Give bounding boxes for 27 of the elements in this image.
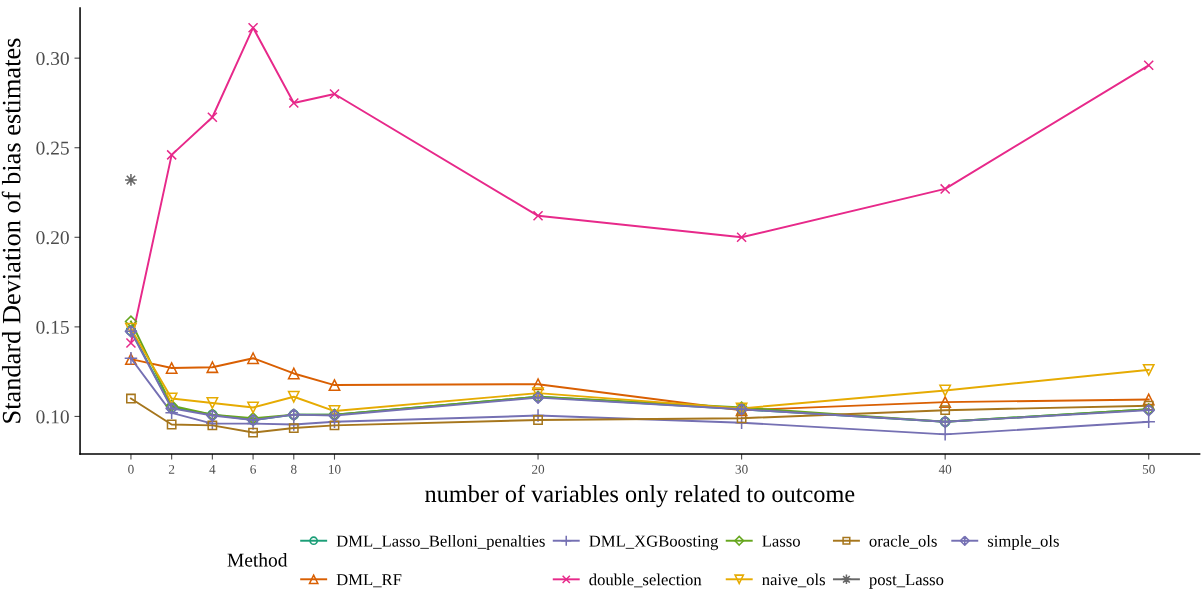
legend-label: double_selection	[589, 573, 702, 588]
y-tick-label: 0.25	[36, 141, 69, 155]
legend-label: DML_XGBoosting	[589, 535, 719, 551]
legend-label: simple_ols	[987, 535, 1059, 551]
x-tick-label: 8	[290, 464, 297, 474]
x-tick-label: 2	[168, 464, 175, 474]
y-tick-label: 0.15	[36, 320, 69, 334]
x-tick-label: 40	[938, 464, 952, 474]
legend-label: naive_ols	[762, 573, 825, 588]
x-tick-label: 30	[735, 464, 748, 474]
x-axis-title: number of variables only related to outcome	[425, 484, 855, 508]
x-tick-label: 4	[209, 464, 216, 474]
y-tick-label: 0.30	[36, 51, 69, 66]
x-tick-label: 20	[532, 464, 545, 474]
legend-title: Method	[227, 552, 288, 567]
legend-label: DML_Lasso_Belloni_penalties	[336, 535, 545, 551]
x-tick-label: 0	[128, 464, 134, 474]
legend-label: oracle_ols	[869, 535, 937, 549]
legend-label: Lasso	[762, 535, 800, 547]
y-tick-label: 0.20	[36, 231, 69, 245]
x-tick-label: 10	[329, 464, 341, 474]
legend-label: post_Lasso	[869, 574, 944, 589]
x-tick-label: 6	[250, 464, 256, 474]
y-tick-label: 0.10	[36, 410, 69, 424]
y-axis-title: Standard Deviation of bias estimates	[1, 38, 21, 423]
x-tick-label: 50	[1142, 464, 1155, 474]
legend-label: DML_RF	[336, 574, 402, 588]
